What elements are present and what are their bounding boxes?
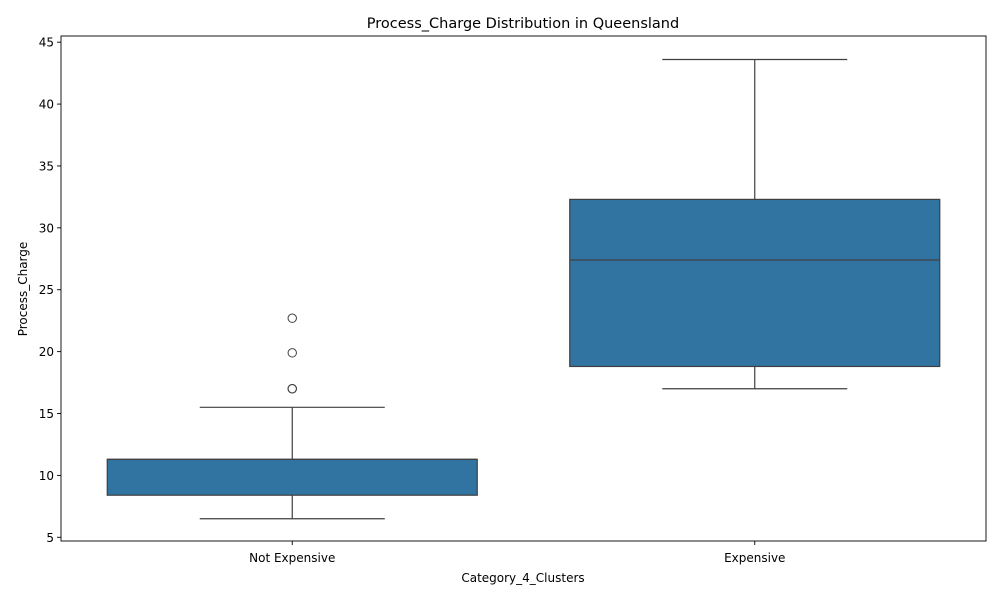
boxes-layer bbox=[106, 58, 941, 520]
y-tick-label: 35 bbox=[39, 159, 54, 173]
x-tick-label: Not Expensive bbox=[249, 551, 335, 565]
chart-title: Process_Charge Distribution in Queenslan… bbox=[367, 16, 679, 32]
iqr-box bbox=[106, 458, 478, 496]
box-not-expensive bbox=[106, 313, 478, 520]
y-tick-label: 15 bbox=[39, 407, 54, 421]
y-tick-label: 20 bbox=[39, 345, 54, 359]
x-axis-label: Category_4_Clusters bbox=[461, 571, 584, 585]
y-tick-label: 30 bbox=[39, 221, 54, 235]
y-tick-label: 45 bbox=[39, 36, 54, 50]
y-axis: 5 10 15 20 25 30 35 40 45 bbox=[39, 36, 61, 545]
plot-frame bbox=[60, 35, 987, 542]
y-axis-label: Process_Charge bbox=[16, 242, 30, 337]
outlier-point bbox=[287, 348, 297, 358]
y-tick-label: 25 bbox=[39, 283, 54, 297]
y-tick-label: 10 bbox=[39, 469, 54, 483]
outlier-point bbox=[287, 384, 297, 394]
y-tick-label: 40 bbox=[39, 98, 54, 112]
outlier-point bbox=[287, 313, 297, 323]
box-expensive bbox=[569, 58, 941, 390]
x-axis: Not Expensive Expensive bbox=[249, 541, 785, 565]
x-tick-label: Expensive bbox=[724, 551, 785, 565]
y-tick-label: 5 bbox=[46, 531, 54, 545]
iqr-box bbox=[569, 198, 941, 368]
